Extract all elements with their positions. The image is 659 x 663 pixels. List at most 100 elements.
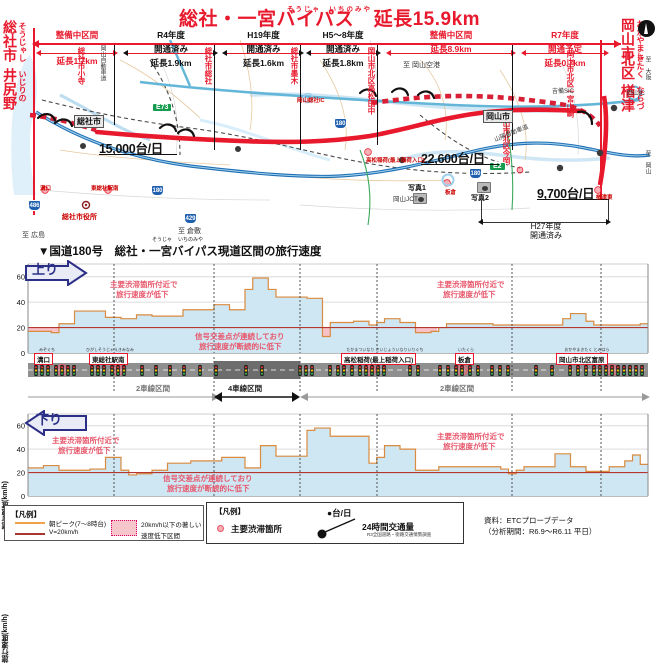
place-sojashi-sumiki: 総社市墨木 [290,47,299,85]
section-rule-5 [390,53,512,54]
svg-text:40: 40 [17,445,25,454]
source-line-2: （分析期間：R6.9～R6.11 平日） [484,527,597,536]
h27-line2: 開通済み [530,231,562,240]
legend-left-zone-l2: 速度低下区間 [141,533,180,540]
section-rule-6 [525,53,605,54]
intersection-label-tomihara: 岡山市北区富原 [556,353,608,365]
label-okayama-ic: 岡山IC [627,91,646,97]
h27-head-l [478,219,483,225]
section-rule-2 [128,53,214,54]
sec1-head-r [113,50,118,56]
chart-down-direction-label: 下り [36,412,63,427]
label-okayama-soja-ic: 岡山総社IC [297,98,325,104]
section-6-name: R7年度 [551,30,579,40]
map-divider-5 [512,45,513,150]
chart-up-annot-2-l2: 旅行速度が断続的に低下 [199,342,282,351]
endpoint-left-city: 総社市 [2,20,18,62]
chart-down-annot-1-l1: 主要渋滞箇所付近で [52,436,120,445]
legend-congestion-dot-icon [217,525,224,532]
svg-text:40: 40 [17,298,25,307]
legend-right-volume-sub2: R3全国道路・街路交通情勢調査 [367,532,432,537]
photo-label-1: 写真1 [408,185,426,192]
legend-right-title: 【凡例】 [215,507,245,516]
section-2-name: R4年度 [157,30,185,40]
endpoint-right-ruby2: きたく [636,54,645,78]
section-3-detail: 延長1.6km [242,58,285,68]
charts-section-title-ruby-a: そうじゃ [152,237,173,243]
photo-label-2: 写真2 [471,195,489,202]
label-okayama-jct: 岡山JCT [393,196,418,203]
svg-text:0: 0 [21,492,25,500]
section-3-status: 開通済み [246,44,281,54]
section-rule-4 [311,53,377,54]
route-shield-180-c: 180 [334,118,347,129]
intersection-label-takamatsu: 高松稲荷(最上稲荷入口) [341,353,417,365]
direction-okayama-airport: 至 岡山空港 [403,62,440,69]
section-2-status: 開通済み [153,44,188,54]
direction-hiroshima: 至 広島 [22,232,45,239]
section-1-detail: 延長1.7km [56,56,98,66]
label-soja-cityhall: 総社市役所 [62,214,97,221]
volume-callout-2: 22,600台/日 [421,152,486,166]
chart-up-annot-2-l1: 信号交差点が連続しており [195,332,285,341]
intersection-ruby-itakura: いたくら [458,347,474,352]
chart-up-annot-3-l1: 主要渋滞箇所付近で [437,280,505,289]
chart-down-annot-2-l2: 旅行速度が断続的に低下 [167,484,250,493]
expressway-badge-e73: E73 [152,103,173,112]
endpoint-left-ruby2: いじりの [18,70,27,102]
route-shield-180-a: 180 [151,185,164,196]
chart-down-annot-1-l2: 旅行速度が低下 [58,446,111,455]
map-divider-2 [214,45,215,150]
place-sojashi-soja: 総社市総社 [204,47,213,85]
lane-label-2lane-b: 2車線区間 [440,384,475,393]
legend-swatch-v20 [15,533,45,535]
legend-swatch-lowspeed [111,520,137,536]
svg-text:60: 60 [17,273,25,282]
place-okayama-imaoka: 岡山市北区今岡 [502,112,511,165]
label-takamatsu-inari: 高松稲荷(最上稲荷入口) [366,158,425,164]
volume-callout-3: 9,700台/日 [537,187,595,201]
section-4-name: H5～8年度 [322,30,364,40]
legend-left-zone-l1: 20km/h以下の著しい [141,522,202,529]
volume-callout-1: 15,000台/日 [99,142,164,156]
volume-callout-2-rule [421,164,499,165]
page-title-ruby: そうじゃ いちのみや [287,6,372,13]
intersection-label-mizoguchi: 溝口 [34,353,53,365]
photo-marker-2[interactable] [477,182,491,193]
north-arrow-icon [638,20,655,37]
section-2-detail: 延長1.9km [150,58,192,68]
road-strip: 溝口 みぞぐち 東総社駅南 ひがしそうじゃえきみなみ 高松稲荷(最上稲荷入口) … [0,347,659,407]
intersection-label-higashisoja: 東総社駅南 [89,353,128,365]
chart-up-plot: 0 20 40 60 [17,263,649,358]
photo-marker-1[interactable] [413,193,427,204]
intersection-label-itakura: 板倉 [455,353,474,365]
legend-left: 【凡例】 朝ピーク(7～8時台) V=20km/h 20km/h以下の著しい 速… [4,505,204,541]
legend-right-congestion: 主要渋滞箇所 [231,524,283,534]
legend-left-item-v20: V=20km/h [49,529,79,536]
chart-down-plot: 0 20 40 60 [17,413,649,501]
source-note: 資料：ETCプローブデータ （分析期間：R6.9～R6.11 平日） [484,515,596,537]
total-span-arrow-left-head [32,40,39,48]
label-kibi-sic: 吉備SIC [552,89,575,95]
road-strip-graphic [28,357,650,402]
route-shield-180-b: 180 [469,168,482,179]
sec4-head-r [376,50,381,56]
section-4-detail: 延長1.8km [322,58,364,68]
sec6-head-r [604,50,609,56]
direction-arrow-up-icon [25,260,88,286]
chart-up-direction-label: 上り [32,262,59,277]
svg-text:20: 20 [17,469,25,478]
legend-right: 【凡例】 主要渋滞箇所 ●台/日 24時間交通量 R3全国道路・街路交通情勢調査 [206,502,464,544]
endpoint-right-city: 岡山市 [620,18,636,60]
svg-text:20: 20 [17,324,25,333]
place-okayama-takamatsu: 岡山市北区高松田中 [367,47,376,115]
legend-right-volume-sub1: 24時間交通量 [362,522,414,532]
sec6-head-l [521,50,526,56]
charts-section-title-ruby-b: いちのみや [178,237,204,243]
page-title-text: 総社・一宮バイパス 延長15.9km [178,9,481,30]
endpoint-right-ruby: おかやまし [636,20,645,60]
section-1-name: 整備中区間 [55,30,99,40]
lane-label-4lane: 4車線区間 [228,384,263,393]
direction-okayama: 至 岡山 [644,150,650,174]
